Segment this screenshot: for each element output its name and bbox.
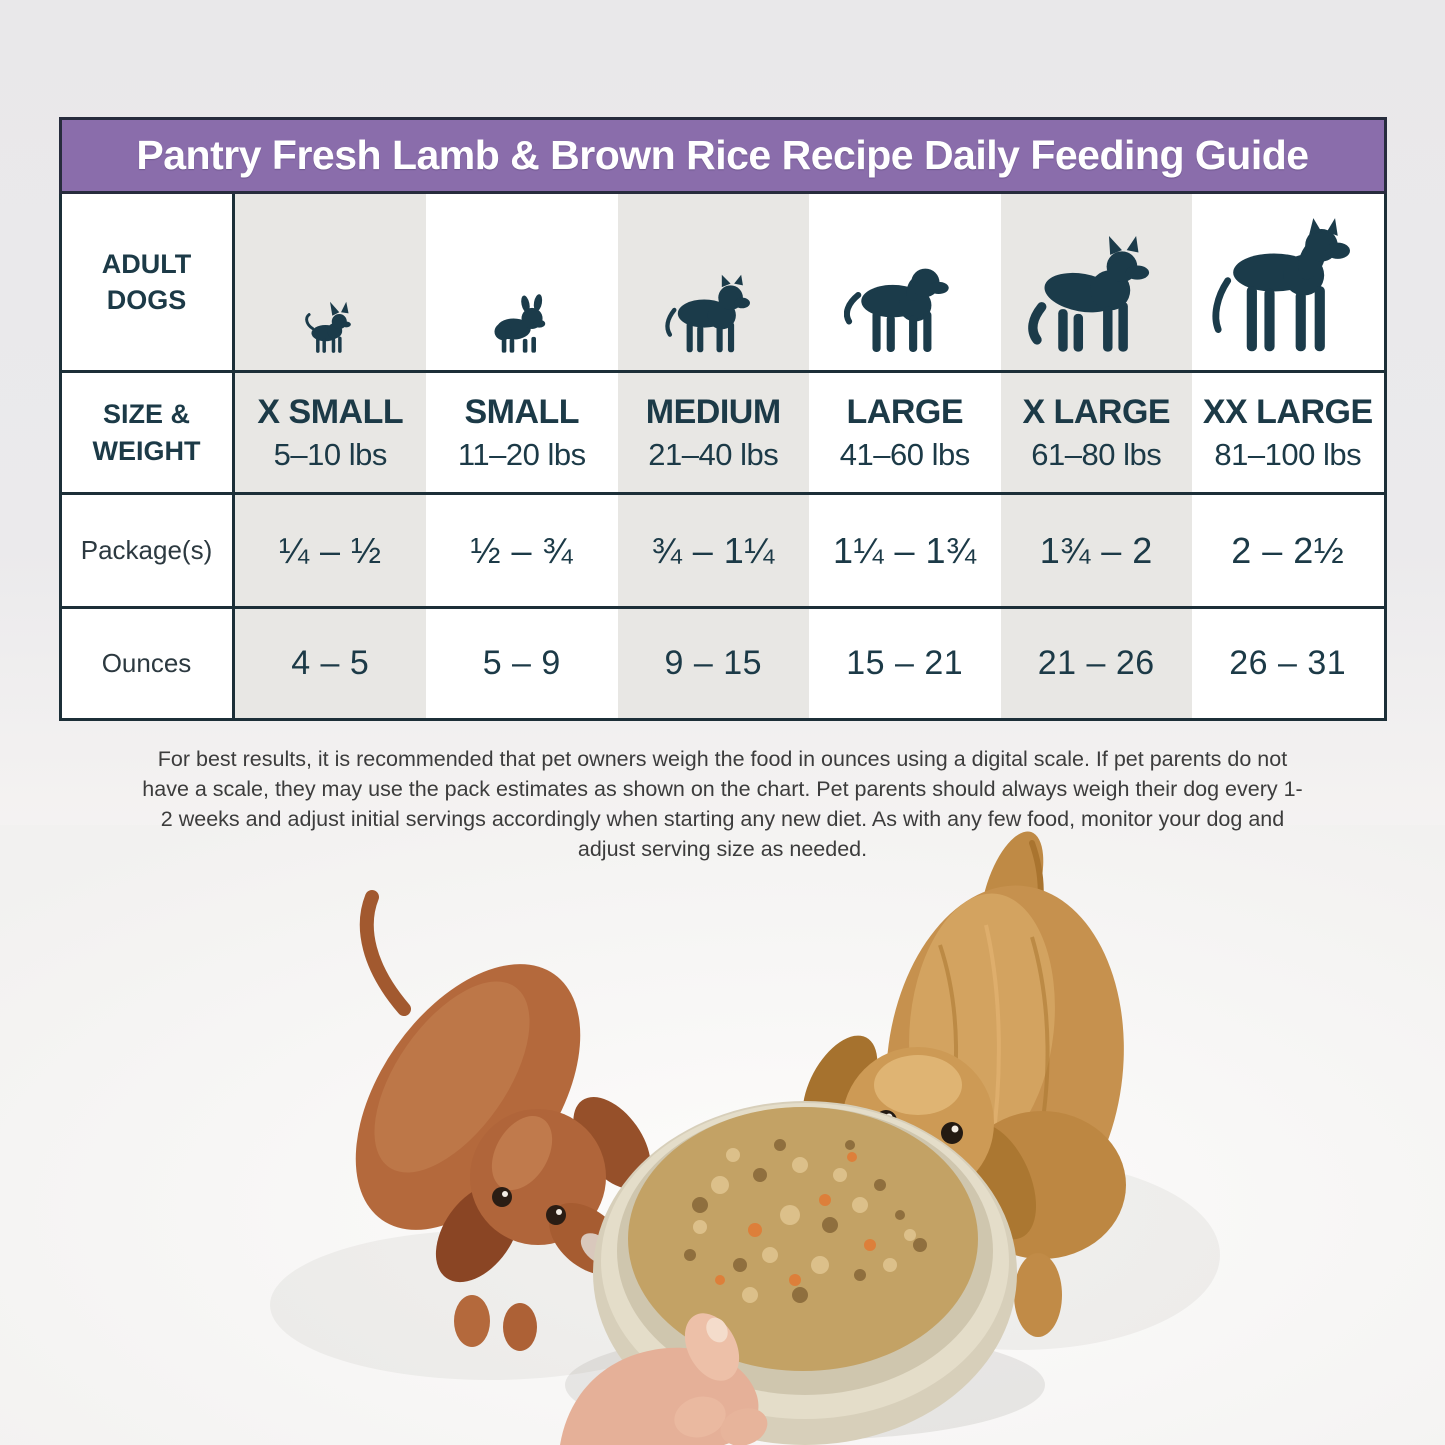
chihuahua-icon (305, 301, 352, 353)
table-cell-dog-xsmall (234, 194, 426, 370)
table-cell-ounces-2: 9 – 15 (617, 606, 809, 718)
table-cell-dog-small (426, 194, 618, 370)
labrador-icon (843, 268, 949, 352)
row-header-size-weight: SIZE & WEIGHT (61, 370, 235, 492)
table-cell-size-5: XX LARGE 81–100 lbs (1192, 370, 1384, 492)
row-header-packages: Package(s) (61, 492, 235, 606)
product-photo (0, 825, 1445, 1445)
row-header-ounces: Ounces (61, 606, 235, 718)
table-cell-size-2: MEDIUM 21–40 lbs (617, 370, 809, 492)
disclaimer-text: For best results, it is recommended that… (142, 747, 1303, 862)
table-cell-size-1: SMALL 11–20 lbs (426, 370, 618, 492)
table-cell-dog-large (809, 194, 1001, 370)
carrot-bits (715, 1152, 876, 1286)
row-header-adult-dogs: ADULT DOGS (61, 194, 235, 370)
dog-food (628, 1107, 978, 1371)
french-bulldog-icon (494, 294, 546, 353)
great-dane-icon (1212, 218, 1351, 352)
table-cell-dog-xxlarge (1192, 194, 1384, 370)
table-cell-ounces-5: 26 – 31 (1192, 606, 1384, 718)
table-cell-ounces-1: 5 – 9 (426, 606, 618, 718)
feeding-table: ADULT DOGS (58, 194, 1387, 721)
hand (560, 1313, 768, 1445)
feeding-guide: Pantry Fresh Lamb & Brown Rice Recipe Da… (58, 0, 1387, 864)
table-cell-size-4: X LARGE 61–80 lbs (1000, 370, 1192, 492)
table-cell-packages-0: ¼ – ½ (234, 492, 426, 606)
table-cell-ounces-0: 4 – 5 (234, 606, 426, 718)
table-cell-packages-5: 2 – 2½ (1192, 492, 1384, 606)
table-cell-size-0: X SMALL 5–10 lbs (234, 370, 426, 492)
dogs-photo-illustration (0, 825, 1445, 1445)
table-cell-ounces-4: 21 – 26 (1000, 606, 1192, 718)
guide-title-bar: Pantry Fresh Lamb & Brown Rice Recipe Da… (58, 117, 1387, 194)
table-cell-dog-xlarge (1000, 194, 1192, 370)
dachshund-left (355, 890, 651, 1351)
table-cell-size-3: LARGE 41–60 lbs (809, 370, 1001, 492)
table-cell-packages-4: 1¾ – 2 (1000, 492, 1192, 606)
table-cell-dog-medium (617, 194, 809, 370)
table-cell-packages-2: ¾ – 1¼ (617, 492, 809, 606)
pit-bull-icon (665, 274, 751, 353)
german-shepherd-icon (1028, 236, 1150, 352)
table-cell-packages-3: 1¼ – 1¾ (809, 492, 1001, 606)
table-cell-packages-1: ½ – ¾ (426, 492, 618, 606)
guide-title: Pantry Fresh Lamb & Brown Rice Recipe Da… (136, 132, 1309, 178)
table-cell-ounces-3: 15 – 21 (809, 606, 1001, 718)
